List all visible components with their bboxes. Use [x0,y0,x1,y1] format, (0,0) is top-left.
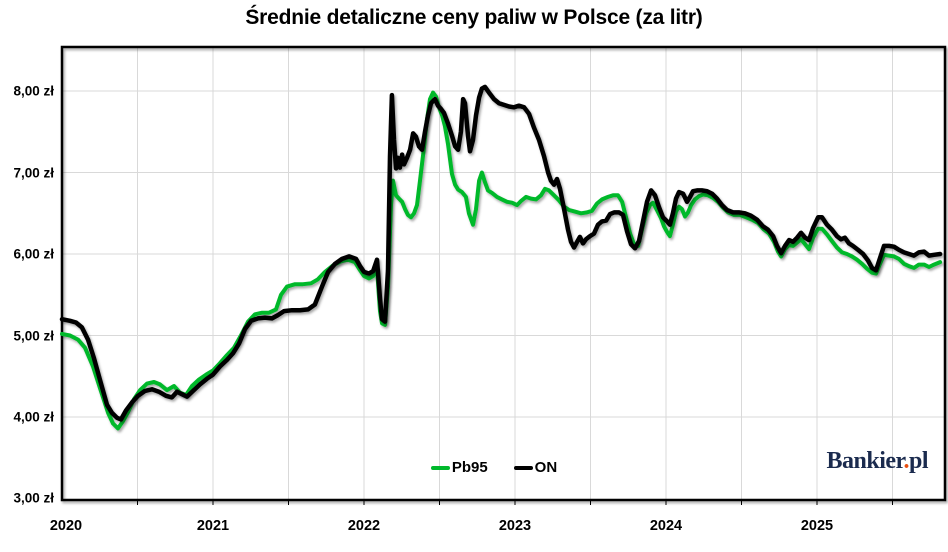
legend-item-on: ON [513,459,558,476]
bankier-logo-suffix: pl [908,448,929,474]
x-tick-label: 2020 [49,518,83,534]
x-tick-label: 2024 [649,518,683,534]
y-tick-label: 8,00 zł [13,83,54,99]
legend-label-pb95: Pb95 [451,459,488,476]
chart-title: Średnie detaliczne ceny paliw w Polsce (… [245,6,703,29]
y-tick-label: 7,00 zł [13,165,54,180]
pb95-line-swatch [430,465,450,470]
chart-legend: Pb95 ON [404,459,584,476]
bankier-logo: Bankier.pl [827,448,929,475]
y-tick-label: 3,00 zł [13,490,54,506]
plot-frame [60,45,947,502]
legend-item-pb95: Pb95 [430,459,488,476]
x-tick-label: 2022 [347,518,381,534]
on-line-swatch [513,465,533,470]
bankier-logo-dot: . [903,448,909,474]
legend-label-on: ON [534,459,558,476]
series-on [59,84,943,422]
y-tick-label: 5,00 zł [13,328,54,343]
series-pb95 [60,90,943,431]
x-tick-label: 2025 [800,518,834,534]
gridlines [62,47,945,500]
bankier-logo-text: Bankier [826,448,904,474]
y-tick-label: 4,00 zł [13,409,54,425]
x-tick-label: 2021 [196,518,230,534]
x-tick-label: 2023 [498,518,532,534]
y-tick-label: 6,00 zł [13,246,54,262]
